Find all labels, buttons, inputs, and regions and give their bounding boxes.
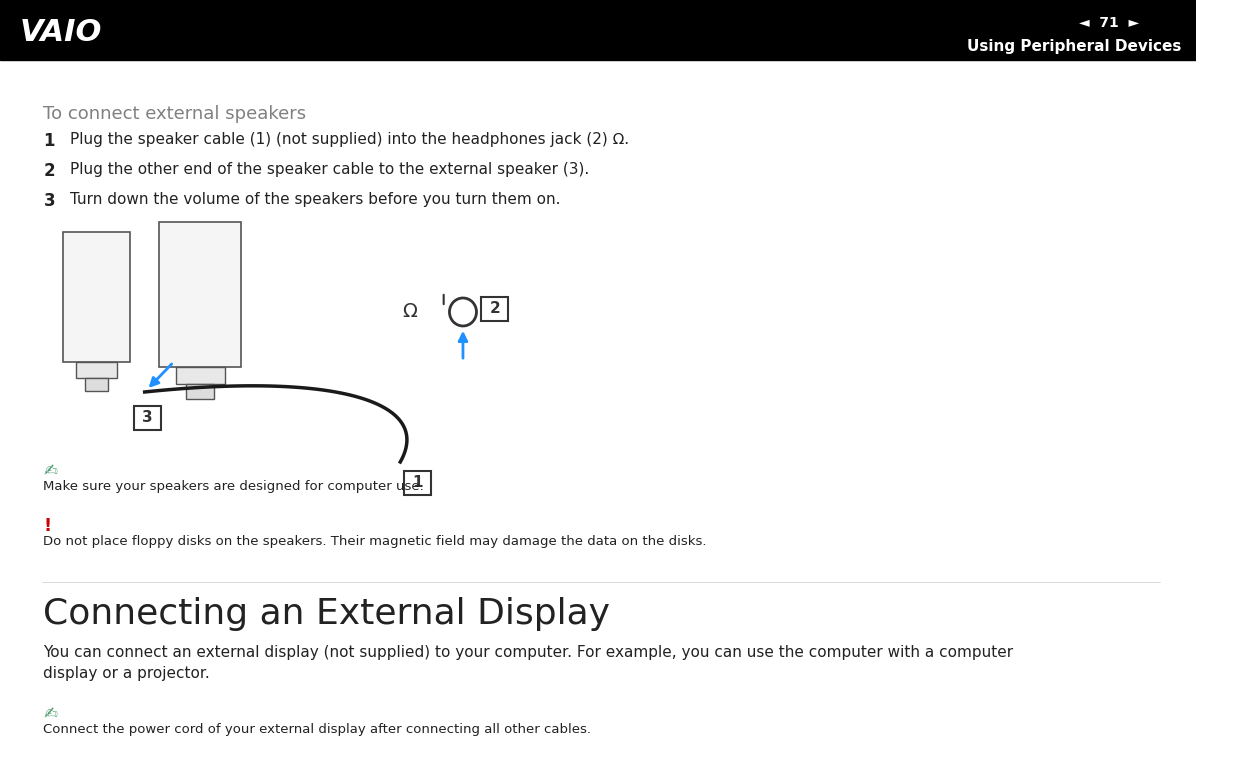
- Text: 3: 3: [143, 411, 153, 425]
- Text: Turn down the volume of the speakers before you turn them on.: Turn down the volume of the speakers bef…: [71, 192, 560, 207]
- Text: ◄  71  ►: ◄ 71 ►: [1079, 16, 1140, 30]
- FancyBboxPatch shape: [76, 362, 117, 378]
- Text: 3: 3: [43, 192, 55, 210]
- FancyBboxPatch shape: [481, 297, 508, 321]
- Text: ✍: ✍: [43, 705, 57, 723]
- Text: Connecting an External Display: Connecting an External Display: [43, 597, 610, 631]
- Text: 1: 1: [413, 475, 423, 491]
- Text: ✍: ✍: [43, 462, 57, 480]
- Bar: [0, 0, 1197, 60]
- Text: You can connect an external display (not supplied) to your computer. For example: You can connect an external display (not…: [43, 645, 1013, 681]
- Text: Plug the other end of the speaker cable to the external speaker (3).: Plug the other end of the speaker cable …: [71, 162, 590, 177]
- Text: 1: 1: [43, 132, 55, 150]
- Text: 2: 2: [490, 301, 500, 317]
- Text: To connect external speakers: To connect external speakers: [43, 105, 306, 123]
- FancyBboxPatch shape: [134, 406, 161, 430]
- Text: Make sure your speakers are designed for computer use.: Make sure your speakers are designed for…: [43, 480, 424, 493]
- Text: Do not place floppy disks on the speakers. Their magnetic field may damage the d: Do not place floppy disks on the speaker…: [43, 535, 707, 548]
- FancyBboxPatch shape: [404, 471, 432, 495]
- FancyBboxPatch shape: [186, 384, 215, 399]
- Text: Connect the power cord of your external display after connecting all other cable: Connect the power cord of your external …: [43, 723, 591, 736]
- Text: Ω: Ω: [403, 302, 418, 321]
- Text: !: !: [43, 517, 52, 535]
- FancyBboxPatch shape: [176, 367, 224, 384]
- Text: Plug the speaker cable (1) (not supplied) into the headphones jack (2) Ω.: Plug the speaker cable (1) (not supplied…: [71, 132, 630, 147]
- Text: Using Peripheral Devices: Using Peripheral Devices: [967, 39, 1182, 55]
- FancyBboxPatch shape: [84, 378, 108, 391]
- FancyBboxPatch shape: [159, 222, 241, 367]
- FancyBboxPatch shape: [63, 232, 130, 362]
- Text: 2: 2: [43, 162, 55, 180]
- Text: VAIO: VAIO: [20, 18, 102, 48]
